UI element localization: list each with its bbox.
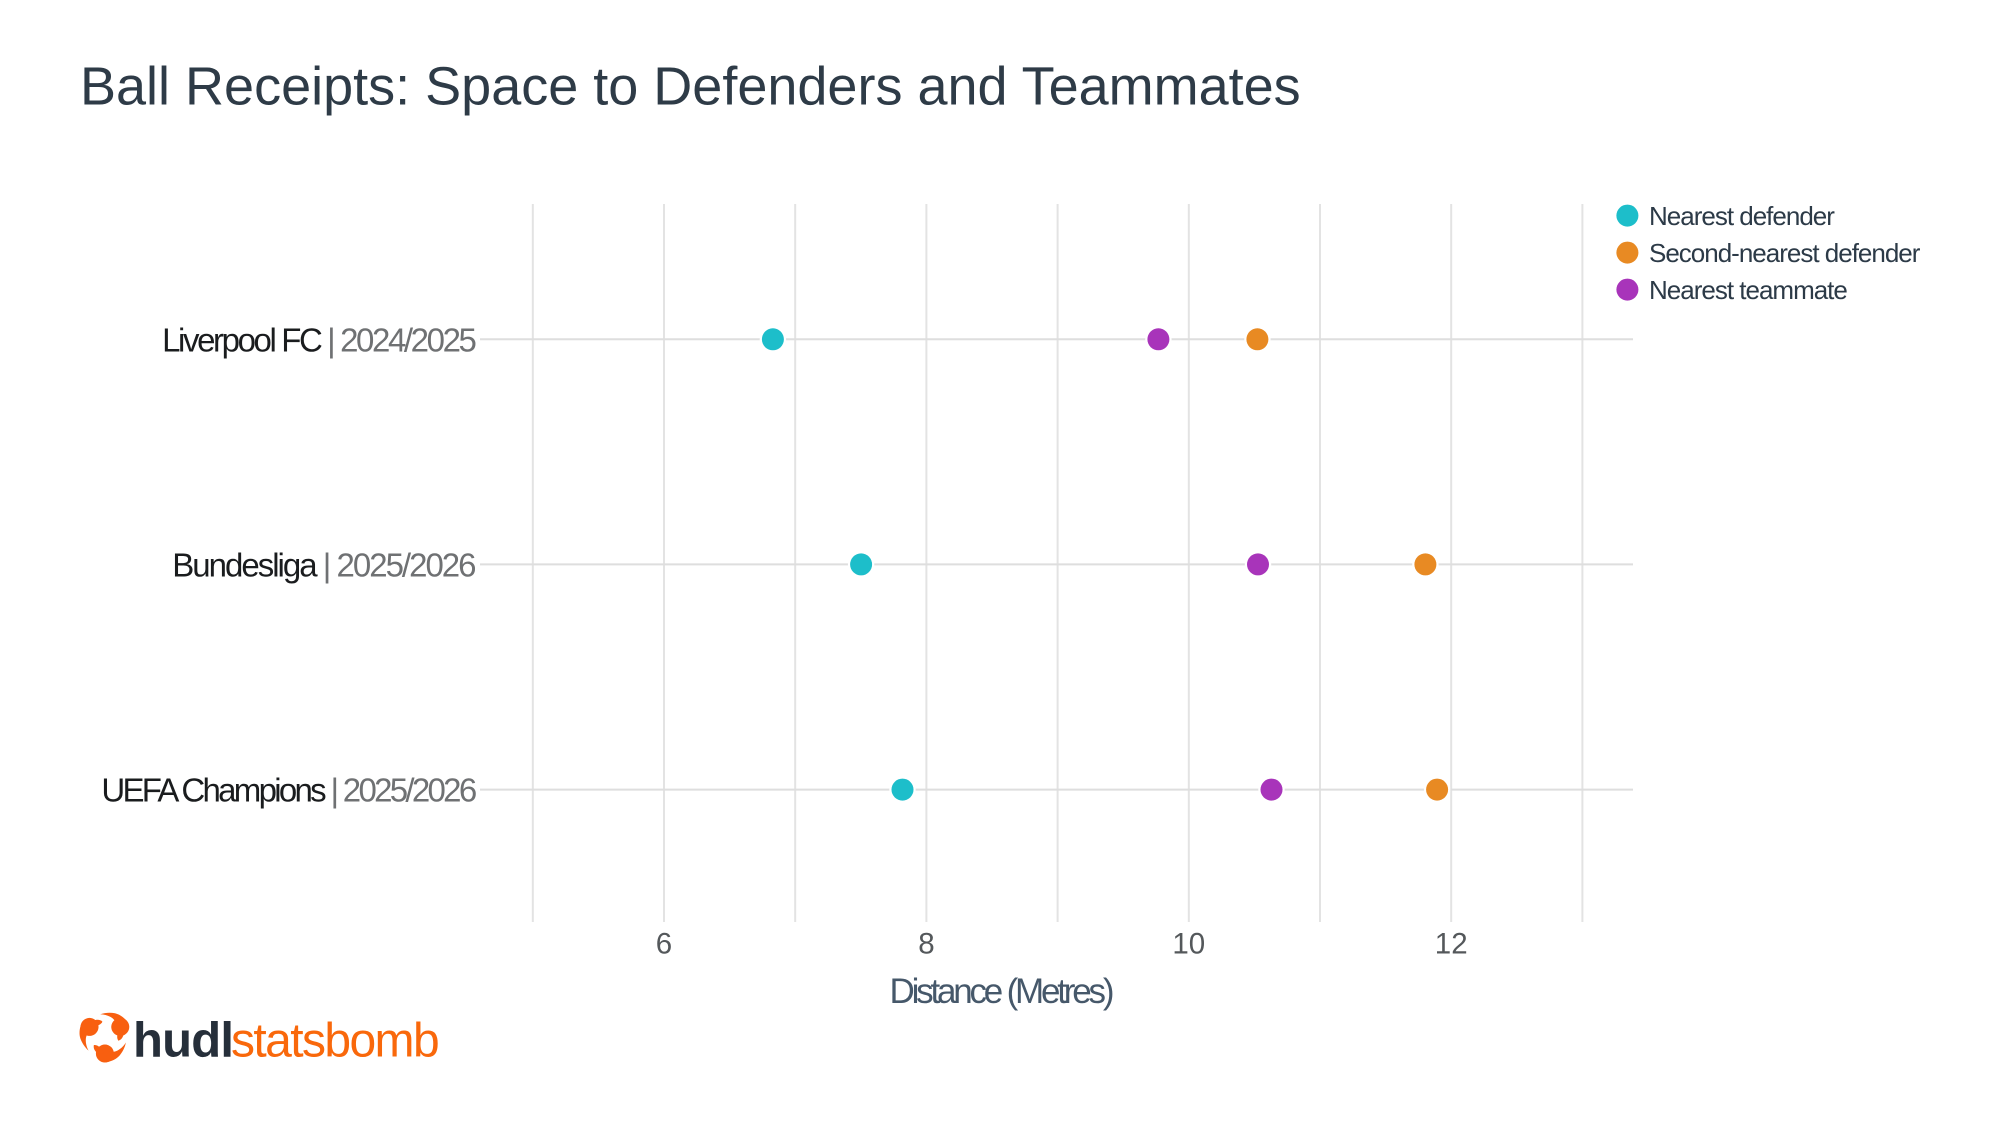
svg-text:Nearest teammate: Nearest teammate [1649, 275, 1847, 305]
svg-text:Liverpool FC | 2024/2025: Liverpool FC | 2024/2025 [162, 321, 475, 358]
svg-text:6: 6 [656, 928, 672, 961]
svg-text:Bundesliga | 2025/2026: Bundesliga | 2025/2026 [172, 546, 475, 583]
svg-text:Distance (Metres): Distance (Metres) [890, 972, 1113, 1011]
svg-text:Second-nearest defender: Second-nearest defender [1649, 238, 1921, 268]
svg-text:Ball Receipts: Space to Defend: Ball Receipts: Space to Defenders and Te… [80, 57, 1301, 117]
svg-text:Nearest defender: Nearest defender [1649, 201, 1835, 231]
svg-text:12: 12 [1435, 928, 1468, 961]
svg-text:hudl: hudl [133, 1014, 233, 1068]
svg-text:statsbomb: statsbomb [231, 1015, 438, 1068]
svg-text:8: 8 [918, 928, 934, 961]
svg-text:10: 10 [1172, 928, 1205, 961]
svg-text:UEFA Champions | 2025/2026: UEFA Champions | 2025/2026 [101, 772, 476, 809]
